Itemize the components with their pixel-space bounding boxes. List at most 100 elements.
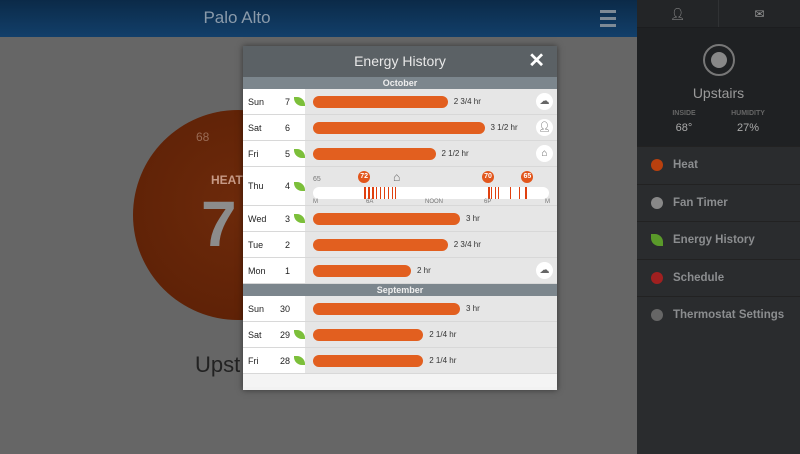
leaf-icon (651, 234, 663, 247)
day-name: Tue (248, 239, 264, 250)
heating-mark (490, 187, 493, 199)
heating-mark (379, 187, 382, 199)
sidebar-item-schedule[interactable]: Schedule (637, 258, 800, 297)
day-name: Sat (248, 329, 262, 340)
day-date: 6 (284, 122, 290, 133)
humidity-value: 27% (736, 122, 760, 134)
heating-mark (488, 187, 490, 199)
usage-duration: 2 3/4 hr (453, 240, 481, 249)
sidebar-item-label: Energy History (673, 234, 755, 247)
gear-icon (651, 309, 663, 322)
sensor-name: Upstairs (692, 85, 745, 101)
schedule-icon (651, 271, 663, 284)
day-row[interactable]: Wed 3 3 hr (243, 206, 557, 232)
sidebar-item-energy-history[interactable]: Energy History (637, 221, 800, 259)
menu-icon[interactable] (600, 10, 622, 28)
sidebar-item-heat[interactable]: Heat (637, 146, 800, 184)
account-tab[interactable]: 👤︎ (637, 0, 718, 27)
axis-label: NOON (425, 199, 443, 205)
day-date: 2 (284, 239, 290, 250)
sensor-panel: Upstairs INSIDE HUMIDITY 68° 27% (637, 28, 800, 146)
user-icon: 👤︎ (669, 6, 686, 21)
day-name: Fri (248, 148, 259, 159)
usage-cell: 3 hr (305, 296, 557, 321)
day-row[interactable]: Sat 6 3 1/2 hr 👤︎ (243, 115, 557, 141)
modal-title: Energy History (354, 53, 446, 69)
weather-icon: ☁ (536, 262, 553, 279)
day-name: Sat (248, 122, 262, 133)
usage-duration: 2 1/2 hr (441, 149, 469, 158)
humidity-label: HUMIDITY (731, 110, 765, 117)
modal-header: Energy History ✕ (243, 46, 557, 77)
heating-mark (372, 187, 374, 199)
heating-mark (509, 187, 512, 199)
usage-duration: 2 1/4 hr (429, 330, 457, 339)
heating-mark (375, 187, 378, 199)
messages-tab[interactable]: ✉ (718, 0, 800, 27)
usage-duration: 2 hr (417, 266, 431, 275)
axis-label: 6A (366, 199, 374, 205)
day-cell: Wed 3 (243, 206, 305, 231)
thermostat-icon (703, 44, 735, 76)
sidebar-item-fan-timer[interactable]: Fan Timer (637, 183, 800, 222)
day-name: Mon (248, 265, 266, 276)
usage-bar (313, 355, 424, 367)
day-date: 29 (279, 329, 290, 340)
leaf-icon (294, 214, 305, 223)
weather-icon: ☁ (536, 93, 553, 110)
day-date: 5 (284, 148, 290, 159)
day-row[interactable]: Thu 4 65 72 70 65 ⌂ M 6A NOON 6P M (243, 167, 557, 206)
usage-cell: 2 1/2 hr ⌂ (305, 141, 557, 166)
start-temp: 65 (313, 176, 321, 183)
day-name: Sun (248, 96, 265, 107)
day-date: 30 (279, 303, 290, 314)
day-row[interactable]: Tue 2 2 3/4 hr (243, 232, 557, 258)
usage-cell: 3 hr (305, 206, 557, 231)
day-date: 4 (284, 181, 290, 191)
axis-label: 6P (484, 199, 492, 205)
usage-cell: 2 3/4 hr ☁ (305, 89, 557, 114)
sidebar-item-thermostat-settings[interactable]: Thermostat Settings (637, 296, 800, 334)
usage-cell: 2 hr ☁ (305, 258, 557, 283)
mail-icon: ✉ (754, 6, 765, 21)
day-row[interactable]: Sun 30 3 hr (243, 296, 557, 322)
usage-bar (313, 122, 485, 134)
leaf-icon (294, 330, 305, 339)
usage-cell: 65 72 70 65 ⌂ M 6A NOON 6P M (305, 167, 557, 205)
setpoint-marker: 72 (358, 171, 371, 183)
usage-bar (313, 96, 448, 108)
usage-duration: 3 hr (466, 214, 480, 223)
day-row[interactable]: Fri 5 2 1/2 hr ⌂ (243, 141, 557, 167)
day-date: 1 (284, 265, 290, 276)
inside-value: 68° (675, 122, 693, 134)
usage-bar (313, 213, 460, 225)
month-header: October (243, 77, 557, 89)
heat-icon (651, 159, 663, 172)
day-date: 3 (284, 213, 290, 224)
day-cell: Thu 4 (243, 167, 305, 205)
modal-footer (243, 374, 557, 387)
thermostat-visible-area: 68 HEAT 7 Upst (0, 37, 243, 454)
axis-label: M (545, 199, 550, 205)
thermostat-dial[interactable]: 68 HEAT 7 (133, 110, 243, 320)
month-header: September (243, 284, 557, 296)
heating-mark (391, 187, 394, 199)
sidebar: 👤︎ ✉ Upstairs INSIDE HUMIDITY 68° 27% He… (637, 0, 800, 454)
heating-mark (387, 187, 390, 199)
heating-mark (525, 187, 527, 199)
dial-temp: 7 (201, 188, 237, 260)
day-cell: Sun 30 (243, 296, 305, 321)
day-cell: Sat 6 (243, 115, 305, 140)
day-row[interactable]: Sat 29 2 1/4 hr (243, 322, 557, 348)
usage-bar (313, 148, 436, 160)
day-row[interactable]: Sun 7 2 3/4 hr ☁ (243, 89, 557, 115)
day-name: Wed (248, 213, 267, 224)
day-row[interactable]: Fri 28 2 1/4 hr (243, 348, 557, 374)
axis-label: M (313, 199, 318, 205)
heating-mark (518, 187, 521, 199)
day-row[interactable]: Mon 1 2 hr ☁ (243, 258, 557, 284)
heating-mark (368, 187, 370, 199)
close-icon[interactable]: ✕ (528, 50, 545, 72)
usage-bar (313, 265, 411, 277)
dial-mode: HEAT (211, 173, 243, 187)
